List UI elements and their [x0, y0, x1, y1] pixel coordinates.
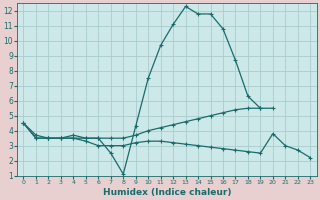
X-axis label: Humidex (Indice chaleur): Humidex (Indice chaleur)	[103, 188, 231, 197]
